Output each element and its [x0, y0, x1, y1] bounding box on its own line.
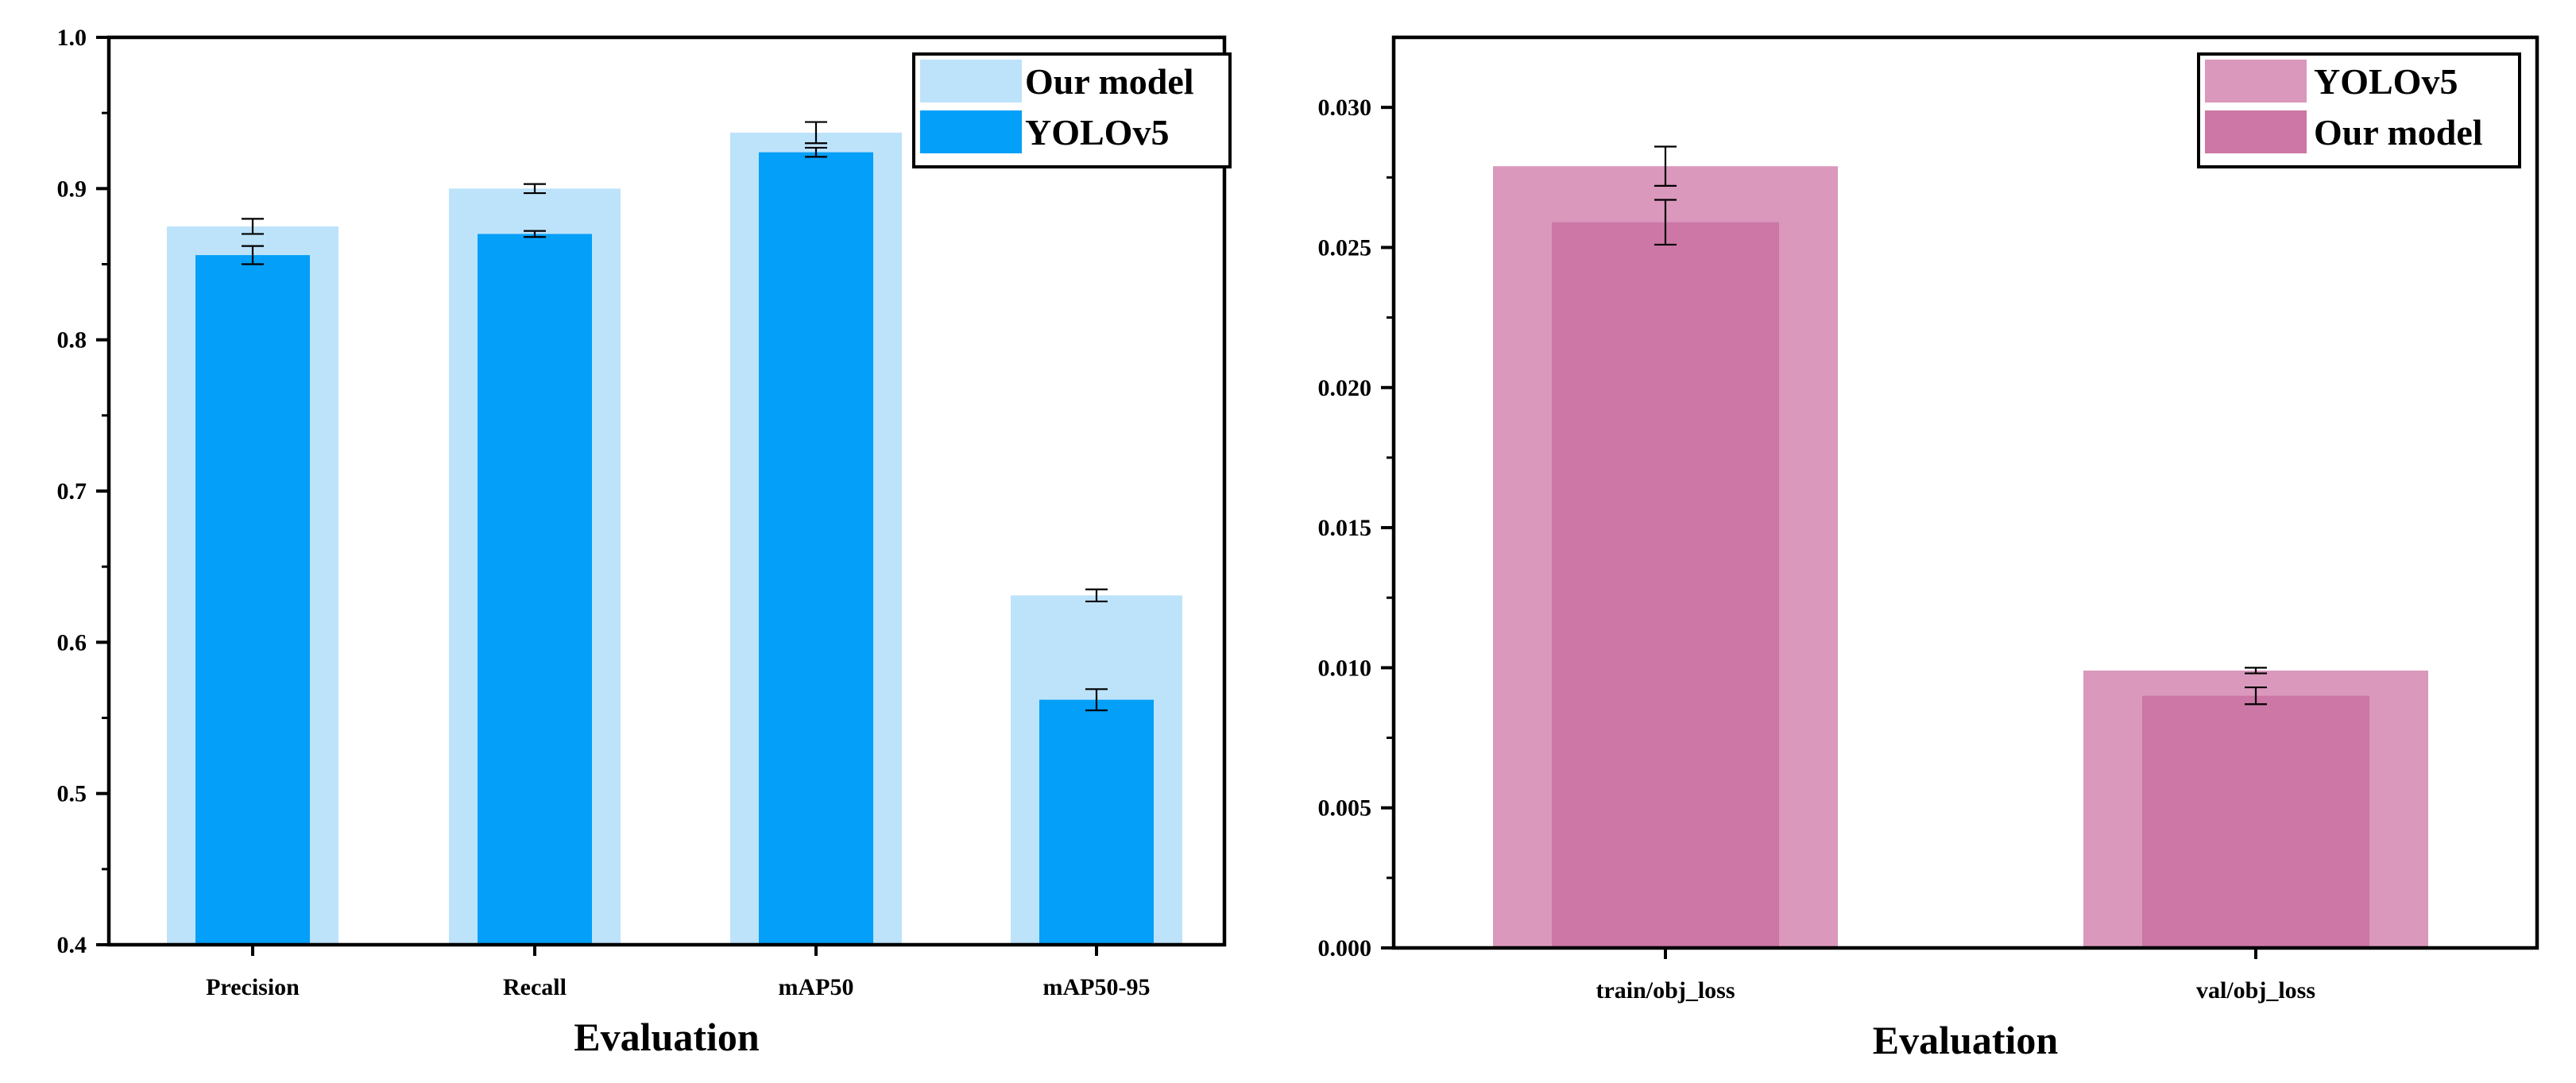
chart2-errorbar-our-model-0 [1654, 199, 1677, 246]
chart2-legend-swatch-our-model [2205, 110, 2307, 153]
chart1-bar-yolov5-map50-95 [1039, 699, 1154, 945]
chart1-bar-yolov5-map50 [759, 152, 873, 946]
chart1-ytick-label: 0.9 [57, 176, 87, 202]
chart1-ytick-label: 0.6 [57, 629, 87, 656]
chart1-ytick-label: 1.0 [57, 25, 87, 51]
chart2-errorbar-our-model-1 [2245, 686, 2267, 706]
chart1-legend-swatch-yolov5 [920, 110, 1022, 153]
chart1-ytick-label: 0.5 [57, 781, 87, 807]
chart2-plot-frame [1391, 35, 2539, 950]
chart2-category-label-train-obj-loss: train/obj_loss [1595, 977, 1735, 1004]
chart1-errorbar-yolov5-2 [805, 146, 827, 158]
chart1-category-label-map50: mAP50 [779, 974, 854, 1000]
chart2-ytick-label: 0.030 [1318, 95, 1372, 121]
chart1-legend-label-yolov5: YOLOv5 [1025, 112, 1169, 153]
chart1-errorbar-our-model-0 [242, 218, 264, 235]
chart1-ytick-label: 0.8 [57, 327, 87, 354]
chart1-errorbar-our-model-1 [524, 183, 546, 195]
chart2-legend-label-our-model: Our model [2314, 112, 2483, 153]
chart2-panel: 0.000 0.005 0.010 0.015 0.020 0.025 0.030 train… [1318, 35, 2539, 1062]
chart2-ytick-label: 0.000 [1318, 935, 1372, 961]
chart1-errorbar-our-model-3 [1085, 588, 1108, 603]
chart2-ytick-label: 0.025 [1318, 234, 1372, 261]
chart2-bar-our-model-train-obj-loss [1552, 222, 1779, 948]
chart1-legend-swatch-our-model [920, 60, 1022, 102]
chart1-bar-yolov5-precision [195, 255, 310, 946]
chart2-ytick-label: 0.020 [1318, 375, 1372, 401]
chart1-bar-yolov5-recall [478, 234, 592, 945]
chart1-category-label-recall: Recall [503, 974, 567, 1000]
chart1-legend: Our model YOLOv5 [912, 52, 1232, 168]
chart2-errorbar-yolov5-0 [1654, 145, 1677, 187]
chart1-errorbar-yolov5-0 [242, 245, 264, 265]
chart1-errorbar-yolov5-1 [524, 230, 546, 238]
chart1-ytick-label: 0.7 [57, 478, 87, 505]
chart2-errorbar-yolov5-1 [2245, 667, 2267, 675]
chart1-errorbar-our-model-2 [805, 121, 827, 145]
chart1-legend-label-our-model: Our model [1025, 61, 1194, 102]
chart1-category-label-precision: Precision [206, 974, 300, 1000]
chart2-x-axis-title: Evaluation [1873, 1018, 2059, 1062]
chart2-bar-our-model-val-obj-loss [2142, 695, 2369, 948]
chart2-category-label-val-obj-loss: val/obj_loss [2196, 977, 2315, 1004]
chart2-ytick-label: 0.010 [1318, 655, 1372, 681]
chart2-legend-label-yolov5: YOLOv5 [2314, 61, 2458, 102]
chart2-ytick-label: 0.005 [1318, 795, 1372, 822]
chart1-errorbar-yolov5-3 [1085, 688, 1108, 712]
chart1-x-axis-title: Evaluation [574, 1015, 760, 1059]
chart1-category-label-map50-95: mAP50-95 [1043, 974, 1151, 1000]
chart2-legend-swatch-yolov5 [2205, 60, 2307, 102]
chart1-panel: 0.4 0.5 0.6 0.7 0.8 0.9 1.0 Precision Recall mAP5… [57, 25, 1232, 1059]
chart2-ytick-label: 0.015 [1318, 515, 1372, 541]
chart2-legend: YOLOv5 Our model [2197, 52, 2521, 168]
chart1-ytick-label: 0.4 [57, 932, 87, 958]
